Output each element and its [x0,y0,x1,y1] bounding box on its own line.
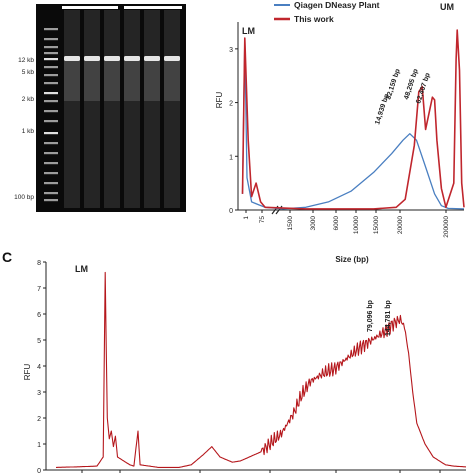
series-qiagen-line [241,37,465,210]
panel-b-legend: Qiagen DNeasy Plant This work [274,0,380,24]
panel-b-y-tick-label: 1 [229,154,233,161]
panel-c-series [56,271,467,468]
panel-b-y-tick-label: 0 [229,208,233,215]
panel-b-x-tick-label: 1 [243,216,250,220]
ladder-band [44,92,58,95]
series-this-work-line [241,29,465,210]
panel-b-chart: 0 1 2 3 1 75 1500 3000 6000 10000 15000 20000 200000… [215,0,465,264]
ladder-band [44,199,58,202]
panel-c-series-line [56,271,467,468]
ladder-band [44,52,58,55]
panel-b-annotation: 32,159 bp [385,68,402,101]
panel-c-y-tick-label: 3 [37,390,41,397]
panel-c-y-tick-label: 8 [37,260,41,267]
panel-b-annotation: LM [242,26,255,36]
panel-c-axes: 0 1 2 3 4 5 6 7 8 [37,260,466,474]
panel-b-x-tick-label: 1500 [287,216,294,231]
panel-c-y-tick-label: 4 [37,364,41,371]
sample-lane-band [64,56,80,61]
sample-lane-trail [104,61,120,101]
ladder-label-1kb: 1 kb [22,128,35,135]
gel-header-bar-right [124,6,182,9]
ladder-label-2kb: 2 kb [22,96,35,103]
ladder-band [44,58,58,61]
ladder-band [44,74,58,77]
sample-lane-smear [144,10,160,208]
panel-b-x-tick-label: 10000 [353,216,360,234]
sample-lane-band [144,56,160,61]
panel-c-annotation: 79,096 bp [367,300,374,332]
panel-c-ylabel: RFU [23,364,32,381]
sample-lane-trail [124,61,140,101]
ladder-band [44,28,58,31]
panel-c-annotation: 144,781 bp [385,300,392,336]
sample-lane-smear [164,10,180,208]
panel-c-chart: 0 1 2 3 4 5 6 7 8 LM 79,096 bp 144,781 bp RFU [23,260,467,474]
ladder-band [44,192,58,195]
ladder-band [44,110,58,113]
ladder-label-12kb: 12 kb [18,57,34,64]
ladder-band [44,66,58,69]
ladder-band [44,100,58,103]
panel-b-axes: 0 1 2 3 1 75 1500 3000 6000 10000 15000 20000 200000 [229,22,464,238]
sample-lane-trail [144,61,160,101]
ladder-bands [44,28,58,202]
panel-b-x-tick-label: 3000 [310,216,317,231]
legend-label-this-work: This work [294,14,334,24]
sample-lane-band [84,56,100,61]
panel-b-x-tick-label: 200000 [443,216,450,238]
sample-lane-band [124,56,140,61]
sample-lane-smear [124,10,140,208]
ladder-label-100bp: 100 bp [14,194,34,201]
ladder-band [44,142,58,145]
gel-header-bar-left [62,6,118,9]
panel-b-y-tick-label: 2 [229,101,233,108]
ladder-band [44,132,58,135]
panel-b-x-tick-label: 20000 [397,216,404,234]
sample-lane-smear [64,10,80,208]
sample-lane-smear [84,10,100,208]
gel-panel: 12 kb 5 kb 2 kb 1 kb 100 bp [14,4,186,212]
ladder-band [44,46,58,49]
ladder-band [44,82,58,85]
sample-lane-trail [64,61,80,101]
panel-b-y-tick-label: 3 [229,47,233,54]
panel-b-xlabel: Size (bp) [335,255,369,264]
panel-c-annotations: LM 79,096 bp 144,781 bp [75,264,392,336]
sample-lane-trail [164,61,180,101]
panel-b-annotation: UM [440,2,454,12]
ladder-band [44,38,58,41]
ladder-label-5kb: 5 kb [22,69,35,76]
ladder-band [44,182,58,185]
panel-b-x-tick-label: 75 [259,216,266,224]
panel-c-y-tick-label: 5 [37,338,41,345]
sample-lane-band [104,56,120,61]
sample-lane-band [164,56,180,61]
panel-c-letter: C [2,249,12,265]
sample-lane-smear [104,10,120,208]
panel-c-annotation: LM [75,264,88,274]
ladder-band [44,120,58,123]
panel-c-y-tick-label: 0 [37,468,41,474]
sample-lane-trail [84,61,100,101]
panel-b-x-tick-label: 6000 [333,216,340,231]
panel-c-y-tick-label: 2 [37,416,41,423]
panel-b-x-tick-label: 15000 [373,216,380,234]
panel-b-series [241,29,465,210]
panel-c-y-tick-label: 6 [37,312,41,319]
panel-c-y-tick-label: 7 [37,286,41,293]
ladder-band [44,152,58,155]
ladder-band [44,162,58,165]
sample-lanes [64,10,180,208]
legend-label-qiagen: Qiagen DNeasy Plant [294,0,380,10]
panel-c-y-tick-label: 1 [37,442,41,449]
panel-b-ylabel: RFU [215,92,224,109]
ladder-band [44,172,58,175]
